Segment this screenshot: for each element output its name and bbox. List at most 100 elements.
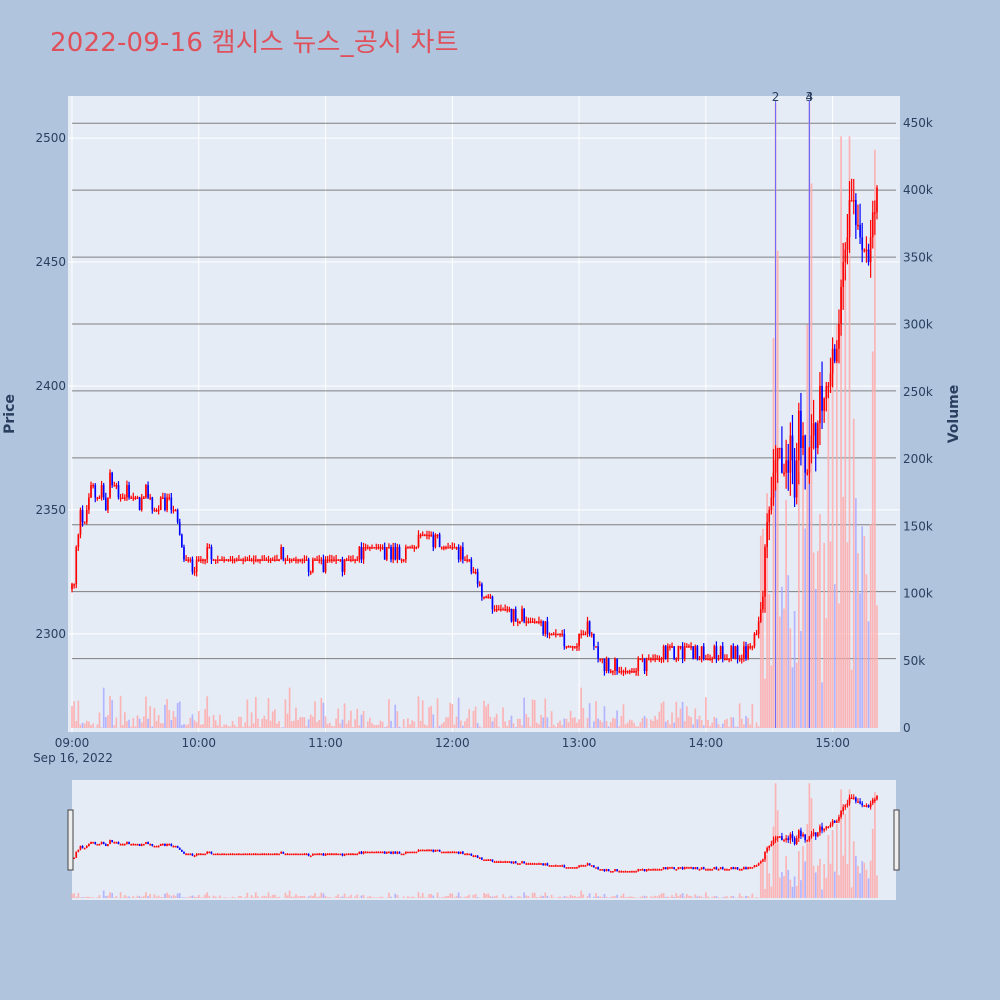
candle-body [829,373,832,386]
volume-bar [850,669,853,728]
candle-body [100,485,103,498]
mini-candle-body [428,849,430,852]
mini-candle-body [208,851,211,854]
mini-volume-bar [865,869,868,898]
mini-candle-body [565,867,568,869]
volume-bar [669,724,671,728]
mini-candle-body [417,849,420,852]
volume-bar [711,722,714,728]
candle-body [658,658,661,661]
mini-volume-bar [816,865,819,898]
candle-body [793,460,796,498]
volume-bar [417,696,420,728]
mini-candle-body [92,842,94,844]
main-plot[interactable]: 2 34 [68,90,900,732]
mini-volume-bar [85,896,88,898]
mini-candle-body [675,869,678,871]
candle-body [861,237,864,250]
volume-bar [660,703,663,728]
volume-bar [823,542,826,728]
mini-candle-body [314,853,316,856]
volume-bar [472,711,475,728]
mini-candle-body [852,797,855,800]
mini-volume-bar [576,897,578,898]
candle-body [396,547,399,560]
range-slider-left-handle[interactable] [67,809,74,871]
mini-candle-body [525,863,528,865]
mini-candle-body [134,844,137,846]
volume-bar [257,718,259,728]
volume-bar [130,726,133,728]
mini-candle-body [685,867,688,869]
volume-bar [605,721,608,728]
mini-volume-bar [126,896,128,898]
mini-candle-body [559,865,561,867]
candle-body [533,621,536,623]
mini-candle-body [669,867,671,869]
candle-body [755,633,758,636]
mini-candle-body [159,844,162,846]
mini-volume-bar [449,893,452,898]
chart-title: 2022-09-16 캠시스 뉴스_공시 차트 [50,28,459,58]
mini-volume-bar [276,897,278,898]
mini-candle-body [688,867,690,869]
candle-body [842,262,845,287]
range-slider[interactable] [67,780,900,900]
volume-bar [519,718,521,728]
mini-volume-bar [707,896,709,898]
candle-body [457,547,460,560]
volume-bar [415,727,418,728]
candle-body [819,385,821,424]
mini-volume-bar [827,835,830,898]
candle-body [301,559,304,561]
candle-body [383,547,386,560]
mini-volume-bar [121,897,124,898]
candle-body [121,497,124,500]
mini-volume-bar [650,896,652,898]
volume-bar [702,725,705,728]
mini-candle-body [802,834,804,837]
mini-candle-body [871,799,874,804]
candle-body [149,497,152,500]
candle-body [852,200,855,202]
mini-volume-bar [83,897,86,898]
mini-candle-body [219,853,221,856]
mini-volume-bar [561,897,564,898]
volume-bar [212,714,215,728]
range-slider-candles [71,794,878,873]
mini-volume-bar [417,892,420,898]
mini-candle-body [79,845,82,850]
mini-volume-bar [187,897,190,898]
mini-candle-body [153,845,156,848]
mini-candle-body [451,851,454,854]
candle-body [804,435,806,473]
mini-candle-body [840,811,842,817]
mini-candle-body [326,853,329,856]
candle-body [711,658,714,661]
volume-bar [540,714,542,728]
mini-volume-bar [132,896,135,898]
volume-bar [531,699,534,728]
mini-candle-body [366,851,369,854]
range-slider-right-handle[interactable] [893,809,900,871]
mini-candle-body [800,830,802,837]
mini-volume-bar [172,894,175,898]
mini-candle-body [514,861,517,864]
mini-candle-body [519,863,521,865]
candle-body [757,621,760,634]
mini-candle-body [601,869,604,871]
mini-volume-bar [495,895,498,898]
candle-body [388,547,390,549]
time-tick-label: 11:00 [308,736,343,750]
mini-volume-bar [660,893,663,898]
volume-bar [316,721,318,728]
mini-volume-bar [341,896,344,898]
volume-bar [278,721,280,728]
volume-bar [235,727,238,728]
mini-candle-body [259,853,261,856]
mini-candle-body [821,826,823,831]
mini-candle-body [96,844,99,846]
volume-bar [373,724,375,728]
candle-body [552,633,555,636]
